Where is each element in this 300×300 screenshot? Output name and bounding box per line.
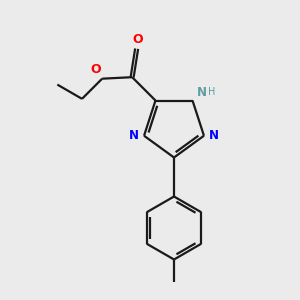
- Text: N: N: [129, 129, 139, 142]
- Text: N: N: [197, 86, 207, 99]
- Text: O: O: [90, 63, 101, 76]
- Text: N: N: [209, 129, 219, 142]
- Text: H: H: [208, 87, 215, 97]
- Text: O: O: [133, 33, 143, 46]
